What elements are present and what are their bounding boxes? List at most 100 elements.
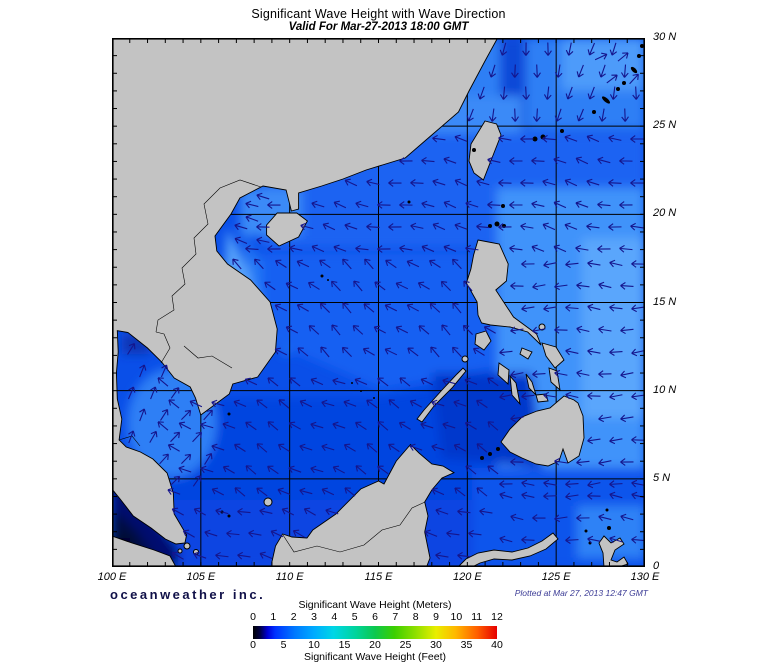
wave-direction-arrow — [285, 325, 299, 334]
wave-direction-arrow — [321, 487, 335, 496]
wave-direction-arrow — [520, 179, 534, 187]
wave-direction-arrow — [232, 258, 242, 270]
feet-tick-40: 40 — [491, 639, 503, 651]
wave-direction-arrow — [256, 487, 268, 497]
wave-direction-arrow — [388, 179, 402, 187]
wave-direction-arrow — [465, 244, 479, 253]
wave-direction-arrow — [476, 399, 488, 409]
wave-direction-arrow — [150, 386, 158, 400]
wave-direction-arrow — [355, 200, 369, 209]
lon-label-110: 110 E — [275, 571, 304, 583]
wave-direction-arrow — [564, 222, 578, 230]
wave-direction-arrow — [553, 244, 567, 253]
wave-direction-arrow — [354, 377, 368, 386]
wave-direction-arrow — [565, 42, 574, 56]
wave-direction-arrow — [565, 260, 579, 269]
lon-label-125: 125 E — [541, 571, 571, 583]
wave-direction-arrow — [192, 431, 203, 443]
wave-direction-arrow — [364, 258, 374, 270]
wave-direction-arrow — [608, 223, 622, 231]
wave-direction-arrow — [565, 303, 579, 312]
wave-direction-arrow — [598, 325, 612, 334]
wave-direction-arrow — [211, 443, 225, 451]
wave-direction-arrow — [204, 452, 213, 465]
wave-direction-arrow — [366, 399, 378, 409]
wave-direction-arrow — [200, 421, 214, 430]
lat-label-5: 5 N — [653, 471, 671, 484]
lat-label-10: 10 N — [653, 383, 677, 396]
land-panay — [497, 362, 510, 385]
land-mindanao — [500, 395, 585, 467]
wave-direction-arrow — [543, 479, 557, 488]
wave-direction-arrow — [587, 492, 601, 500]
wave-direction-arrow — [355, 244, 369, 253]
wave-direction-arrow — [432, 178, 446, 187]
wave-direction-arrow — [621, 108, 629, 122]
wave-direction-arrow — [630, 222, 644, 231]
wave-direction-arrow — [171, 507, 184, 516]
wave-direction-arrow — [576, 64, 584, 78]
country-borders — [118, 179, 426, 553]
lat-label-0: 0 — [653, 560, 660, 572]
wave-direction-arrow — [343, 443, 356, 452]
wave-direction-arrow — [332, 465, 345, 474]
meters-tick-3: 3 — [311, 611, 317, 623]
wave-direction-arrow — [554, 282, 568, 291]
meters-tick-12: 12 — [491, 611, 503, 623]
wave-direction-arrow — [543, 391, 557, 400]
wave-direction-arrow — [307, 281, 320, 290]
wave-direction-field — [127, 42, 645, 560]
wave-direction-arrow — [343, 399, 357, 407]
land-sumatra — [112, 535, 177, 567]
land-palawan — [416, 367, 467, 423]
wave-direction-arrow — [510, 370, 524, 379]
wave-direction-arrow — [424, 529, 438, 537]
wave-direction-arrow — [510, 414, 524, 423]
wave-direction-arrow — [498, 223, 512, 231]
wave-direction-arrow — [299, 443, 313, 452]
wave-direction-arrow — [619, 244, 633, 253]
wave-direction-arrow — [531, 157, 545, 165]
wave-direction-arrow — [576, 369, 590, 378]
wave-direction-arrow — [388, 223, 402, 231]
wave-direction-arrow — [510, 282, 524, 290]
wave-direction-arrow — [609, 535, 623, 544]
wave-direction-arrow — [296, 303, 309, 312]
wave-direction-arrow — [564, 178, 578, 187]
wave-direction-arrow — [509, 157, 523, 165]
feet-tick-10: 10 — [308, 639, 320, 651]
wave-direction-arrow — [366, 443, 378, 453]
wave-direction-arrow — [300, 222, 314, 231]
wave-direction-arrow — [244, 377, 258, 386]
wave-direction-arrow — [204, 529, 218, 538]
wave-direction-arrow — [587, 347, 601, 356]
wave-direction-arrow — [452, 346, 462, 358]
wave-direction-arrow — [234, 443, 246, 452]
feet-tick-15: 15 — [338, 639, 351, 651]
wave-direction-arrow — [363, 303, 375, 313]
wave-direction-arrow — [267, 421, 279, 431]
wave-direction-arrow — [631, 348, 645, 357]
wave-direction-arrow — [587, 259, 601, 268]
wave-direction-arrow — [167, 487, 181, 495]
wave-direction-arrow — [520, 135, 534, 143]
wave-direction-arrow — [441, 324, 451, 336]
page-title: Significant Wave Height with Wave Direct… — [251, 7, 506, 21]
wave-direction-arrow — [342, 302, 352, 314]
wave-direction-arrow — [377, 421, 389, 431]
wave-direction-arrow — [421, 200, 435, 209]
wave-direction-arrow — [476, 443, 488, 453]
wave-direction-arrow — [554, 64, 563, 78]
wave-direction-arrow — [362, 347, 375, 356]
wave-direction-arrow — [462, 324, 474, 335]
wave-direction-arrow — [234, 236, 248, 244]
meters-tick-0: 0 — [250, 611, 256, 623]
wave-direction-arrow — [465, 200, 479, 209]
land-natuna — [263, 497, 273, 507]
wave-direction-arrow — [609, 392, 623, 401]
wave-direction-arrow — [192, 475, 202, 487]
wave-direction-arrow — [487, 377, 499, 387]
wave-direction-arrow — [446, 529, 460, 538]
